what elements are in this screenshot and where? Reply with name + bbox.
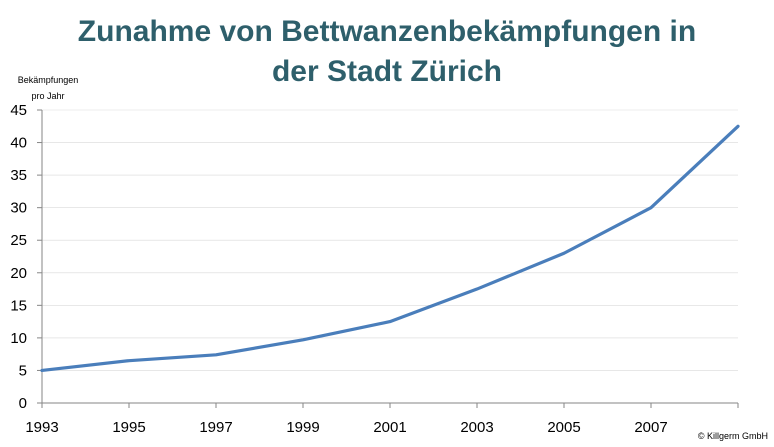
- x-tick-label-2005: 2005: [547, 419, 580, 436]
- y-tick-label-0: 0: [19, 395, 27, 412]
- y-tick-label-20: 20: [10, 265, 27, 282]
- y-tick-label-40: 40: [10, 135, 27, 152]
- x-tick-label-1995: 1995: [112, 419, 145, 436]
- axes: [37, 109, 739, 408]
- x-tick-label-2001: 2001: [373, 419, 406, 436]
- chart-title-line-1: Zunahme von Bettwanzenbekämpfungen in: [77, 15, 697, 48]
- y-tick-label-10: 10: [10, 330, 27, 347]
- x-tick-label-1993: 1993: [25, 419, 58, 436]
- y-axis-label: Bekämpfungen pro Jahr: [8, 72, 88, 104]
- x-tick-label-1999: 1999: [286, 419, 319, 436]
- y-tick-label-5: 5: [19, 362, 27, 379]
- y-tick-label-15: 15: [10, 297, 27, 314]
- y-tick-label-30: 30: [10, 200, 27, 217]
- chart-title-line-2: der Stadt Zürich: [271, 55, 503, 88]
- x-tick-label-1997: 1997: [199, 419, 232, 436]
- series-group: [40, 124, 740, 373]
- credit-text: © Killgerm GmbH: [697, 431, 768, 441]
- y-tick-label-45: 45: [10, 102, 27, 119]
- series-line-0: [40, 124, 740, 373]
- y-tick-labels: 0 5 10 15 20 25 30 35 40 45: [10, 102, 27, 412]
- y-tick-label-35: 35: [10, 167, 27, 184]
- y-axis-label-line-2: pro Jahr: [31, 91, 65, 101]
- x-tick-label-2007: 2007: [634, 419, 667, 436]
- y-axis-label-line-1: Bekämpfungen: [17, 75, 79, 85]
- y-tick-label-25: 25: [10, 232, 27, 249]
- gridlines: [42, 109, 738, 371]
- chart-title: Zunahme von Bettwanzenbekämpfungen in de…: [0, 12, 774, 92]
- x-tick-label-2003: 2003: [460, 419, 493, 436]
- x-tick-labels: 1993 1995 1997 1999 2001 2003 2005 2007: [25, 419, 667, 436]
